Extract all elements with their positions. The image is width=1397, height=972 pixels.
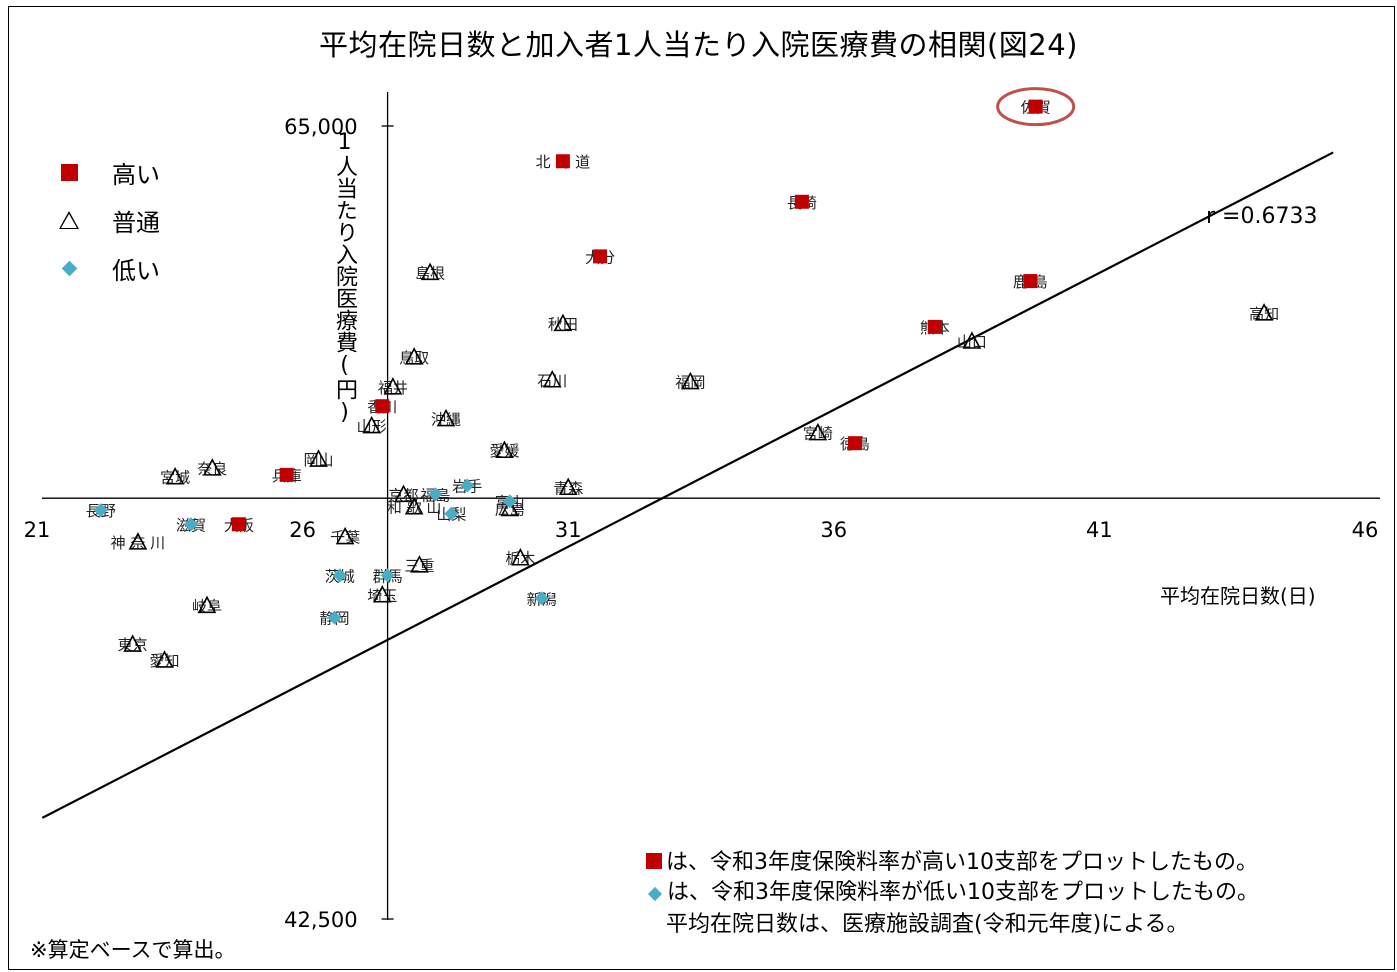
point-normal	[542, 370, 562, 388]
footnote: ※算定ベースで算出。	[30, 938, 236, 962]
point-normal	[394, 484, 413, 503]
point-normal	[372, 585, 392, 603]
point-normal	[420, 262, 440, 281]
point-high	[848, 436, 863, 451]
point-low	[444, 506, 459, 521]
point-normal	[123, 634, 142, 652]
trend-line	[41, 151, 1334, 819]
note-low: は、令和3年度保険料率が低い10支部をプロットしたもの。	[646, 874, 1259, 906]
point-normal	[404, 496, 424, 515]
point-low	[380, 568, 395, 583]
point-normal	[808, 422, 828, 441]
legend-item-high: 高い	[56, 148, 160, 196]
point-normal	[128, 532, 148, 550]
point-normal	[383, 377, 403, 395]
x-tick-label: 46	[1352, 518, 1379, 542]
point-high	[231, 517, 246, 532]
point-normal	[362, 415, 381, 434]
y-tick-label: 65,000	[284, 115, 357, 139]
legend-label-low: 低い	[112, 256, 160, 285]
point-normal	[410, 555, 429, 573]
point-high	[279, 467, 294, 482]
y-tick-label: 42,500	[284, 908, 357, 932]
y-axis-label: 1人当たり入院医療費(円)	[332, 130, 357, 425]
point-normal	[197, 595, 217, 614]
x-tick-label: 26	[289, 518, 316, 542]
point-low	[332, 568, 347, 583]
legend-item-low: 低い	[56, 244, 160, 292]
chart-frame	[8, 6, 1395, 970]
point-high	[555, 154, 570, 169]
point-high	[927, 319, 942, 334]
point-normal	[165, 466, 185, 485]
legend-item-normal: 普通	[56, 196, 160, 244]
x-tick-label: 36	[820, 518, 847, 542]
point-high	[794, 194, 809, 209]
point-normal	[681, 371, 700, 390]
point-low	[327, 610, 342, 625]
x-tick-label: 21	[24, 518, 51, 542]
point-normal	[202, 458, 222, 476]
blue-diamond-icon	[56, 255, 82, 281]
point-normal	[511, 548, 530, 566]
point-normal	[436, 408, 456, 427]
x-axis-label: 平均在院日数(日)	[1160, 584, 1316, 608]
note-high: は、令和3年度保険料率が高い10支部をプロットしたもの。	[646, 844, 1258, 876]
x-tick-label: 31	[555, 518, 582, 542]
x-tick-label: 41	[1086, 518, 1113, 542]
point-normal	[404, 347, 424, 365]
point-normal	[309, 449, 328, 467]
point-normal	[495, 440, 514, 459]
red-square-icon	[56, 159, 82, 185]
blue-diamond-icon	[647, 886, 663, 902]
point-high	[1023, 274, 1038, 289]
point-low	[184, 517, 199, 532]
point-high	[375, 399, 390, 414]
legend: 高い 普通 低い	[56, 148, 160, 292]
point-low	[93, 503, 108, 518]
triangle-icon	[56, 207, 82, 233]
point-normal	[1254, 303, 1274, 321]
point-low	[534, 591, 549, 606]
note-high-text: は、令和3年度保険料率が高い10支部をプロットしたもの。	[666, 850, 1258, 875]
point-low	[460, 478, 475, 493]
point-normal	[155, 650, 174, 668]
point-low	[428, 487, 443, 502]
chart-title: 平均在院日数と加入者1人当たり入院医療費の相関(図24)	[319, 28, 1078, 62]
point-label: 和 歌 山	[387, 499, 442, 517]
red-square-icon	[646, 853, 662, 869]
point-normal	[553, 313, 573, 332]
point-high	[1028, 99, 1043, 114]
point-normal	[558, 477, 578, 496]
point-low	[502, 494, 517, 509]
point-label: 神 奈 川	[111, 534, 166, 552]
correlation-label: r =0.6733	[1206, 204, 1318, 229]
point-normal	[335, 526, 355, 545]
highlight-circle	[996, 87, 1076, 127]
legend-label-normal: 普通	[112, 208, 160, 237]
legend-label-high: 高い	[112, 160, 160, 189]
note-low-text: は、令和3年度保険料率が低い10支部をプロットしたもの。	[667, 880, 1259, 905]
point-normal	[500, 498, 520, 517]
point-high	[593, 249, 608, 264]
point-normal	[962, 331, 982, 349]
note-source: 平均在院日数は、医療施設調査(令和元年度)による。	[666, 912, 1189, 937]
